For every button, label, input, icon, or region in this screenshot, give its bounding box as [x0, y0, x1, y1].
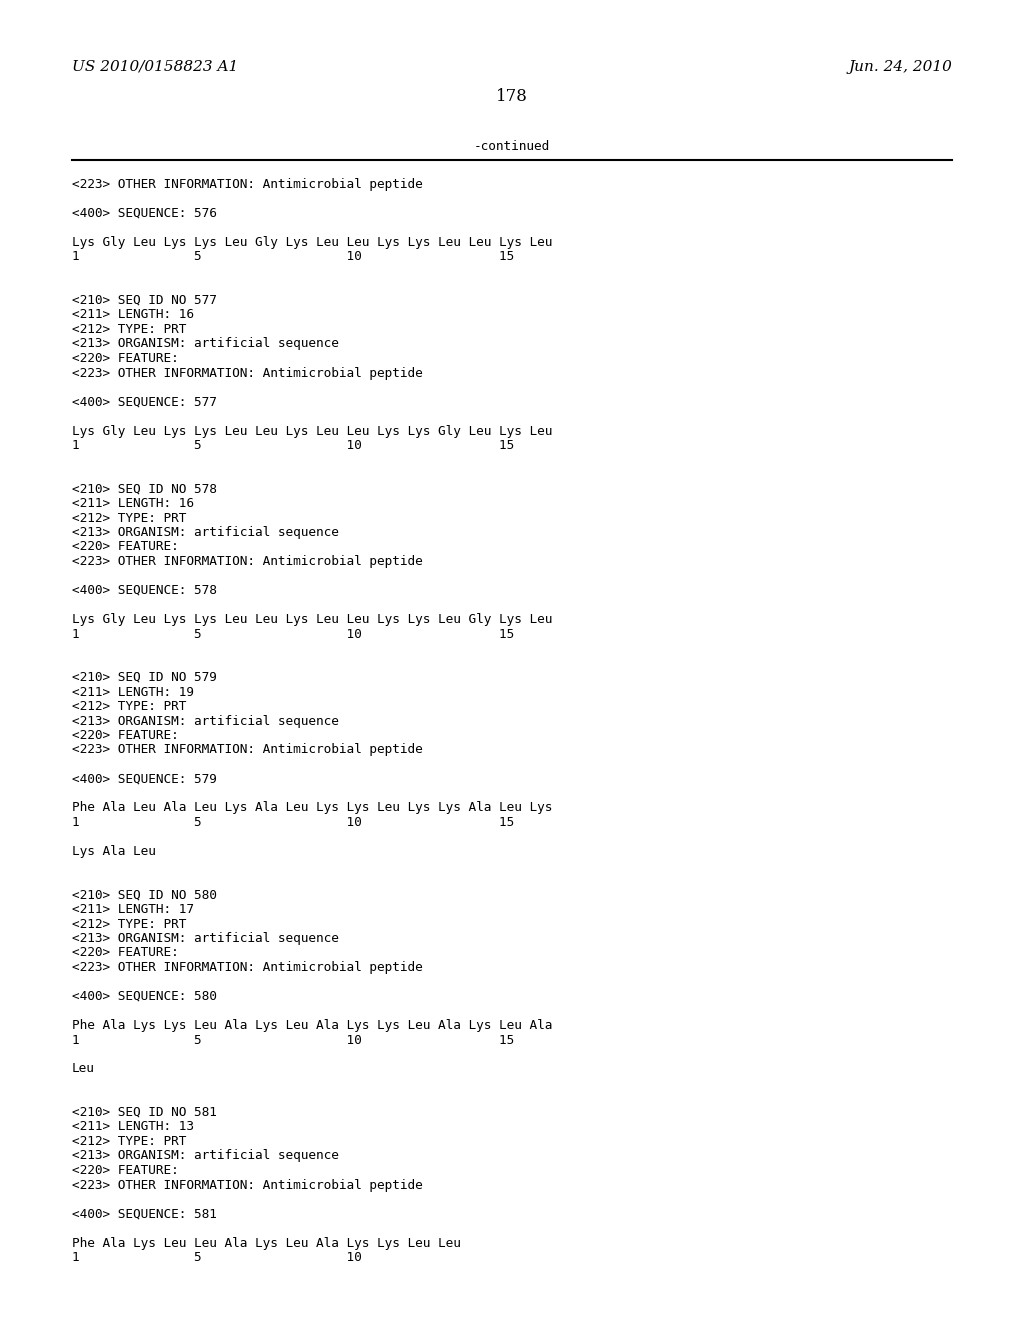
Text: 1               5                   10: 1 5 10	[72, 1251, 361, 1265]
Text: US 2010/0158823 A1: US 2010/0158823 A1	[72, 59, 238, 74]
Text: <211> LENGTH: 19: <211> LENGTH: 19	[72, 685, 194, 698]
Text: <400> SEQUENCE: 576: <400> SEQUENCE: 576	[72, 207, 216, 220]
Text: <212> TYPE: PRT: <212> TYPE: PRT	[72, 1135, 186, 1148]
Text: <212> TYPE: PRT: <212> TYPE: PRT	[72, 511, 186, 524]
Text: <210> SEQ ID NO 579: <210> SEQ ID NO 579	[72, 671, 216, 684]
Text: Phe Ala Lys Lys Leu Ala Lys Leu Ala Lys Lys Leu Ala Lys Leu Ala: Phe Ala Lys Lys Leu Ala Lys Leu Ala Lys …	[72, 1019, 552, 1032]
Text: 1               5                   10                  15: 1 5 10 15	[72, 251, 514, 264]
Text: Leu: Leu	[72, 1063, 94, 1076]
Text: <220> FEATURE:: <220> FEATURE:	[72, 1164, 178, 1177]
Text: Lys Ala Leu: Lys Ala Leu	[72, 845, 156, 858]
Text: <211> LENGTH: 16: <211> LENGTH: 16	[72, 309, 194, 322]
Text: <210> SEQ ID NO 578: <210> SEQ ID NO 578	[72, 483, 216, 495]
Text: Lys Gly Leu Lys Lys Leu Gly Lys Leu Leu Lys Lys Leu Leu Lys Leu: Lys Gly Leu Lys Lys Leu Gly Lys Leu Leu …	[72, 236, 552, 249]
Text: <210> SEQ ID NO 580: <210> SEQ ID NO 580	[72, 888, 216, 902]
Text: <211> LENGTH: 13: <211> LENGTH: 13	[72, 1121, 194, 1134]
Text: <210> SEQ ID NO 577: <210> SEQ ID NO 577	[72, 294, 216, 308]
Text: <213> ORGANISM: artificial sequence: <213> ORGANISM: artificial sequence	[72, 338, 339, 351]
Text: <400> SEQUENCE: 578: <400> SEQUENCE: 578	[72, 583, 216, 597]
Text: <213> ORGANISM: artificial sequence: <213> ORGANISM: artificial sequence	[72, 525, 339, 539]
Text: Phe Ala Lys Leu Leu Ala Lys Leu Ala Lys Lys Leu Leu: Phe Ala Lys Leu Leu Ala Lys Leu Ala Lys …	[72, 1237, 461, 1250]
Text: <223> OTHER INFORMATION: Antimicrobial peptide: <223> OTHER INFORMATION: Antimicrobial p…	[72, 554, 423, 568]
Text: <400> SEQUENCE: 577: <400> SEQUENCE: 577	[72, 396, 216, 408]
Text: <223> OTHER INFORMATION: Antimicrobial peptide: <223> OTHER INFORMATION: Antimicrobial p…	[72, 178, 423, 191]
Text: Lys Gly Leu Lys Lys Leu Leu Lys Leu Leu Lys Lys Gly Leu Lys Leu: Lys Gly Leu Lys Lys Leu Leu Lys Leu Leu …	[72, 425, 552, 437]
Text: <223> OTHER INFORMATION: Antimicrobial peptide: <223> OTHER INFORMATION: Antimicrobial p…	[72, 961, 423, 974]
Text: <223> OTHER INFORMATION: Antimicrobial peptide: <223> OTHER INFORMATION: Antimicrobial p…	[72, 367, 423, 380]
Text: Phe Ala Leu Ala Leu Lys Ala Leu Lys Lys Leu Lys Lys Ala Leu Lys: Phe Ala Leu Ala Leu Lys Ala Leu Lys Lys …	[72, 801, 552, 814]
Text: <223> OTHER INFORMATION: Antimicrobial peptide: <223> OTHER INFORMATION: Antimicrobial p…	[72, 743, 423, 756]
Text: 178: 178	[496, 88, 528, 106]
Text: <213> ORGANISM: artificial sequence: <213> ORGANISM: artificial sequence	[72, 714, 339, 727]
Text: 1               5                   10                  15: 1 5 10 15	[72, 627, 514, 640]
Text: <211> LENGTH: 17: <211> LENGTH: 17	[72, 903, 194, 916]
Text: <220> FEATURE:: <220> FEATURE:	[72, 352, 178, 366]
Text: <400> SEQUENCE: 581: <400> SEQUENCE: 581	[72, 1208, 216, 1221]
Text: <212> TYPE: PRT: <212> TYPE: PRT	[72, 323, 186, 337]
Text: <213> ORGANISM: artificial sequence: <213> ORGANISM: artificial sequence	[72, 932, 339, 945]
Text: <220> FEATURE:: <220> FEATURE:	[72, 729, 178, 742]
Text: 1               5                   10                  15: 1 5 10 15	[72, 816, 514, 829]
Text: <400> SEQUENCE: 580: <400> SEQUENCE: 580	[72, 990, 216, 1003]
Text: <212> TYPE: PRT: <212> TYPE: PRT	[72, 917, 186, 931]
Text: -continued: -continued	[474, 140, 550, 153]
Text: <213> ORGANISM: artificial sequence: <213> ORGANISM: artificial sequence	[72, 1150, 339, 1163]
Text: <210> SEQ ID NO 581: <210> SEQ ID NO 581	[72, 1106, 216, 1119]
Text: <212> TYPE: PRT: <212> TYPE: PRT	[72, 700, 186, 713]
Text: Jun. 24, 2010: Jun. 24, 2010	[849, 59, 952, 74]
Text: Lys Gly Leu Lys Lys Leu Leu Lys Leu Leu Lys Lys Leu Gly Lys Leu: Lys Gly Leu Lys Lys Leu Leu Lys Leu Leu …	[72, 612, 552, 626]
Text: <211> LENGTH: 16: <211> LENGTH: 16	[72, 498, 194, 510]
Text: <220> FEATURE:: <220> FEATURE:	[72, 946, 178, 960]
Text: <223> OTHER INFORMATION: Antimicrobial peptide: <223> OTHER INFORMATION: Antimicrobial p…	[72, 1179, 423, 1192]
Text: 1               5                   10                  15: 1 5 10 15	[72, 1034, 514, 1047]
Text: <400> SEQUENCE: 579: <400> SEQUENCE: 579	[72, 772, 216, 785]
Text: 1               5                   10                  15: 1 5 10 15	[72, 440, 514, 451]
Text: <220> FEATURE:: <220> FEATURE:	[72, 540, 178, 553]
